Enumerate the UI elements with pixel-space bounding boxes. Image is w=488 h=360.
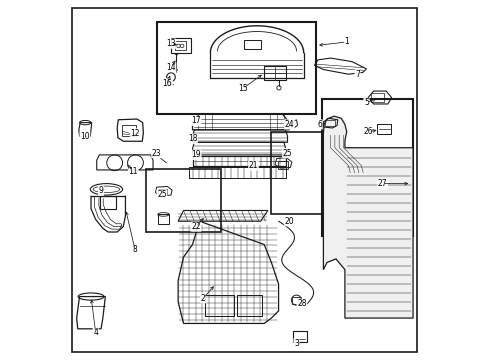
Bar	[244, 40, 260, 49]
Text: 24: 24	[284, 120, 294, 129]
Bar	[188, 167, 285, 178]
Text: 25: 25	[157, 190, 166, 199]
Bar	[122, 125, 136, 135]
Bar	[376, 124, 390, 134]
Text: 2: 2	[201, 294, 205, 303]
Text: 13: 13	[166, 39, 176, 48]
Text: 20: 20	[284, 217, 294, 226]
Text: 15: 15	[237, 84, 247, 93]
Bar	[292, 330, 306, 342]
Text: 26: 26	[363, 127, 372, 136]
Bar	[158, 215, 169, 225]
Bar	[192, 156, 285, 166]
Text: 28: 28	[297, 299, 306, 308]
Text: 14: 14	[166, 63, 176, 72]
Text: 3: 3	[293, 339, 298, 348]
Bar	[291, 297, 301, 304]
Text: 17: 17	[191, 116, 201, 125]
Text: 9: 9	[99, 186, 103, 195]
Text: 19: 19	[191, 150, 201, 159]
Polygon shape	[323, 116, 412, 318]
Text: 16: 16	[162, 79, 172, 88]
Text: 4: 4	[93, 328, 98, 337]
Text: 23: 23	[151, 149, 161, 158]
Bar	[158, 189, 167, 195]
Bar	[321, 99, 412, 235]
Bar	[237, 295, 262, 316]
Bar	[264, 66, 285, 80]
Bar	[204, 295, 233, 316]
Bar	[192, 156, 285, 166]
Text: 21: 21	[248, 161, 258, 170]
Text: 1: 1	[344, 37, 348, 46]
Bar	[271, 132, 341, 214]
Bar	[324, 120, 334, 126]
Text: 18: 18	[187, 134, 197, 143]
Text: 7: 7	[354, 70, 359, 79]
Text: 10: 10	[80, 132, 89, 141]
Bar	[278, 161, 287, 168]
Text: 12: 12	[130, 129, 140, 138]
Text: 27: 27	[377, 179, 386, 188]
Text: 22: 22	[191, 222, 201, 231]
Text: 25: 25	[282, 149, 292, 158]
Bar	[100, 196, 116, 209]
Bar	[145, 169, 221, 232]
Bar	[370, 93, 384, 102]
Polygon shape	[175, 69, 177, 72]
Bar	[174, 41, 185, 50]
Bar	[171, 39, 190, 53]
Text: 8: 8	[132, 246, 137, 255]
Text: 11: 11	[128, 167, 138, 176]
Text: 6: 6	[317, 120, 322, 129]
Bar	[156, 22, 316, 114]
Text: 5: 5	[363, 98, 368, 107]
